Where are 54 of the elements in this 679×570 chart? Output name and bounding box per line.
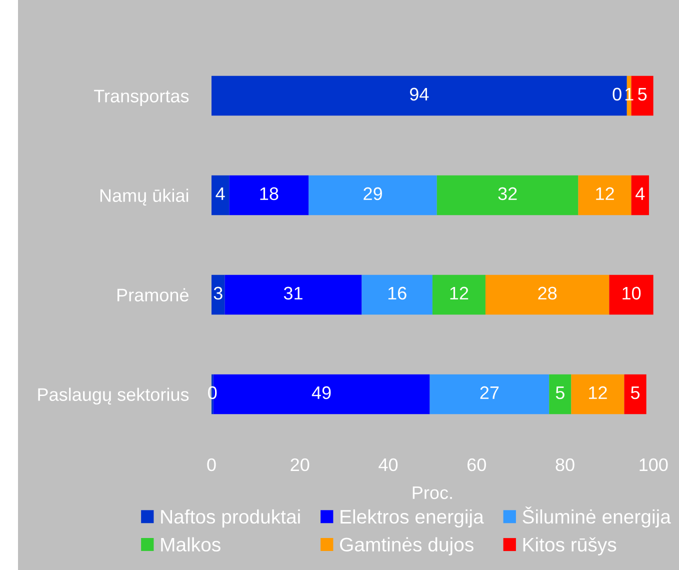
data-label: 5 bbox=[556, 386, 564, 400]
y-tick-label: Paslaugų sektorius bbox=[38, 388, 189, 405]
data-label: 5 bbox=[638, 88, 647, 101]
data-label: 94 bbox=[410, 88, 429, 101]
bar bbox=[212, 274, 225, 315]
data-label: 0 bbox=[612, 88, 622, 101]
y-tick-label: Transportas bbox=[94, 90, 189, 106]
bar bbox=[609, 274, 654, 315]
data-label: 3 bbox=[214, 286, 222, 300]
bar bbox=[430, 374, 550, 414]
legend-label: Gamtinės dujos bbox=[340, 537, 474, 556]
x-tick-label: 100 bbox=[640, 458, 668, 472]
legend-label: Kitos rūšys bbox=[523, 537, 616, 556]
data-label: 31 bbox=[284, 286, 302, 300]
data-label: 18 bbox=[260, 187, 278, 200]
bar bbox=[432, 274, 486, 315]
bar bbox=[212, 175, 230, 216]
data-label: 29 bbox=[364, 187, 382, 200]
bar bbox=[624, 374, 646, 414]
data-label: 5 bbox=[630, 386, 640, 400]
bar bbox=[212, 76, 627, 116]
bar bbox=[571, 374, 624, 414]
legend-label: Šiluminė energija bbox=[522, 506, 671, 528]
legend-label: Malkos bbox=[161, 537, 220, 552]
bar bbox=[549, 374, 572, 414]
x-tick-label: 60 bbox=[468, 458, 486, 472]
data-label: 4 bbox=[216, 187, 225, 200]
bar bbox=[578, 175, 632, 216]
data-label: 12 bbox=[589, 386, 607, 399]
legend-label: Elektros energija bbox=[340, 509, 484, 528]
data-label: 32 bbox=[498, 187, 517, 200]
x-tick-label: 40 bbox=[378, 458, 398, 472]
x-tick-label: 20 bbox=[290, 458, 310, 472]
bar bbox=[485, 274, 610, 315]
x-tick-label: 80 bbox=[556, 458, 574, 472]
bar bbox=[229, 175, 309, 216]
x-tick-label: 0 bbox=[207, 458, 216, 472]
data-label: 12 bbox=[450, 286, 468, 300]
data-label: 28 bbox=[538, 286, 557, 300]
bar bbox=[631, 175, 649, 216]
y-tick-label: Namų ūkiai bbox=[100, 188, 188, 206]
data-label: 27 bbox=[480, 386, 499, 399]
data-label: 16 bbox=[388, 286, 406, 300]
data-label: 10 bbox=[622, 286, 641, 300]
x-axis-title: Proc. bbox=[412, 486, 452, 500]
legend-label: Naftos produktai bbox=[161, 509, 300, 528]
bar bbox=[224, 274, 362, 315]
data-label: 49 bbox=[312, 386, 331, 400]
bar bbox=[308, 175, 437, 216]
bar bbox=[362, 274, 432, 315]
data-label: 4 bbox=[636, 187, 645, 200]
data-label: 12 bbox=[596, 187, 614, 200]
bar bbox=[436, 175, 578, 216]
y-tick-label: Pramonė bbox=[118, 288, 188, 302]
